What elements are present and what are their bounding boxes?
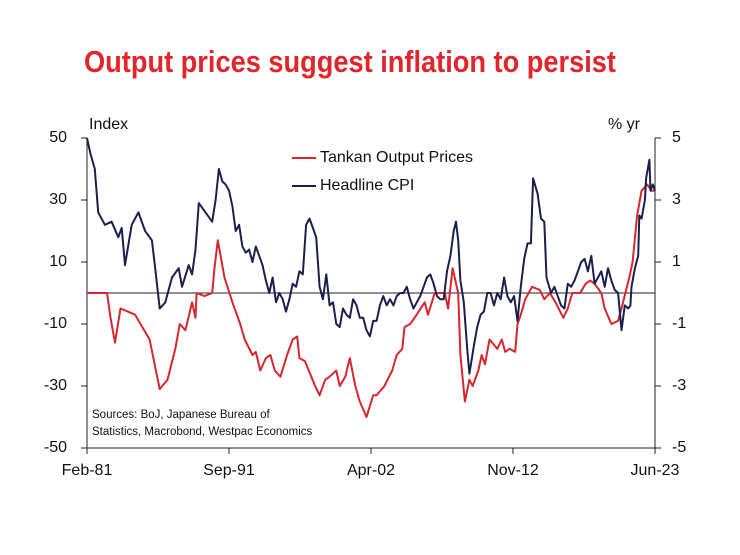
y2-tick-label: -3	[672, 377, 686, 394]
y-tick-label: -10	[44, 315, 67, 332]
source-note: Statistics, Macrobond, Westpac Economics	[92, 426, 313, 438]
legend-label: Tankan Output Prices	[320, 149, 473, 166]
y2-tick-label: -5	[672, 439, 686, 456]
y-tick-label: -50	[44, 439, 67, 456]
y-tick-label: 50	[49, 129, 67, 146]
chart-title: Output prices suggest inflation to persi…	[84, 44, 616, 79]
y2-tick-label: 5	[672, 129, 681, 146]
y-tick-label: -30	[44, 377, 67, 394]
x-tick-label: Jun-23	[631, 462, 680, 479]
x-tick-label: Apr-02	[347, 462, 395, 479]
source-note: Sources: BoJ, Japanese Bureau of	[92, 409, 271, 421]
y2-tick-label: -1	[672, 315, 686, 332]
y2-axis-label: % yr	[608, 116, 641, 133]
y2-tick-label: 1	[672, 253, 681, 270]
series-line	[86, 137, 656, 375]
y-tick-label: 10	[49, 253, 67, 270]
series-line	[87, 183, 655, 418]
legend-label: Headline CPI	[320, 177, 414, 194]
x-tick-label: Sep-91	[203, 462, 255, 479]
x-tick-label: Feb-81	[62, 462, 113, 479]
x-tick-label: Nov-12	[487, 462, 539, 479]
y-axis-label: Index	[89, 116, 128, 133]
y2-tick-label: 3	[672, 191, 681, 208]
y-tick-label: 30	[49, 191, 67, 208]
